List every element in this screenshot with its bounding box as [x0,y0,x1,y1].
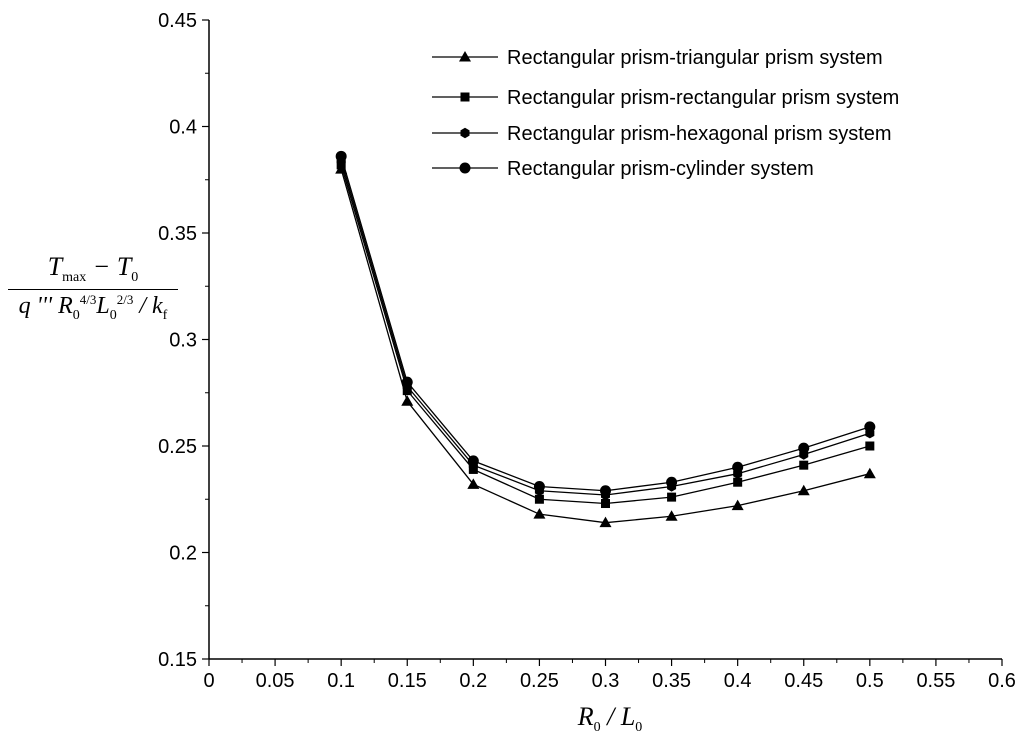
data-point-triangle [533,508,546,519]
series-line-circle [340,156,871,492]
data-point-square [667,492,677,502]
x-axis-label: R0 / L0 [577,702,643,736]
x-tick-label: 0.1 [327,670,355,692]
data-point-circle [864,421,876,433]
data-point-square [534,494,544,504]
series-line-triangle [340,168,870,524]
x-tick-label: 0.3 [592,670,620,692]
plot-area [335,150,876,528]
x-tick-label: 0.25 [520,670,559,692]
data-point-circle [401,376,413,388]
data-point-square [601,499,610,509]
legend-marker-circle [459,162,471,174]
data-point-triangle [665,510,678,521]
data-point-square [865,441,875,451]
data-point-circle [600,485,611,497]
x-tick-label: 0.6 [988,670,1016,692]
y-axis-label: Tmax − T0 q ''' R04/3L02/3 / kf [8,252,178,324]
data-point-circle [732,461,744,473]
data-point-triangle [599,516,612,528]
legend-marker-triangle [459,51,471,62]
data-point-circle [798,442,810,454]
legend: Rectangular prism-triangular prism syste… [432,47,899,180]
data-point-circle [666,476,678,488]
legend-label-triangle: Rectangular prism-triangular prism syste… [507,47,883,69]
legend-marker-square [460,92,470,102]
legend-label-circle: Rectangular prism-cylinder system [507,158,814,180]
y-tick-label: 0.4 [169,117,197,139]
x-tick-label: 0.45 [784,670,823,692]
y-tick-label: 0.2 [169,543,197,565]
x-tick-label: 0.05 [256,670,295,692]
data-point-triangle [797,484,810,496]
data-point-circle [467,455,479,467]
y-tick-label: 0.35 [158,223,197,245]
x-tick-label: 0.55 [916,670,955,692]
x-tick-label: 0.4 [724,670,752,692]
x-tick-label: 0 [203,670,214,692]
series-line-square [340,164,871,505]
data-point-square [799,460,809,470]
y-tick-label: 0.25 [158,436,197,458]
y-tick-label: 0.45 [158,10,197,32]
data-point-triangle [863,467,876,479]
data-point-triangle [731,499,744,511]
y-tick-label: 0.3 [169,330,197,352]
data-point-triangle [401,395,414,406]
x-tick-label: 0.5 [856,670,884,692]
series-line-hexagon [340,160,871,496]
axes: 0 0.05 0.1 0.15 0.2 0.25 0.3 0.35 0.4 0.45 0.5 0.55… [158,10,1016,692]
x-tick-label: 0.2 [459,670,487,692]
legend-label-hexagon: Rectangular prism-hexagonal prism system [507,123,892,145]
x-tick-label: 0.35 [652,670,691,692]
legend-label-square: Rectangular prism-rectangular prism syst… [507,87,899,109]
x-tick-label: 0.15 [388,670,427,692]
legend-marker-hexagon [460,127,470,139]
data-point-triangle [467,478,480,489]
data-point-circle [533,480,545,492]
data-point-circle [335,150,347,162]
data-point-square [733,477,743,487]
y-tick-label: 0.15 [158,649,197,671]
